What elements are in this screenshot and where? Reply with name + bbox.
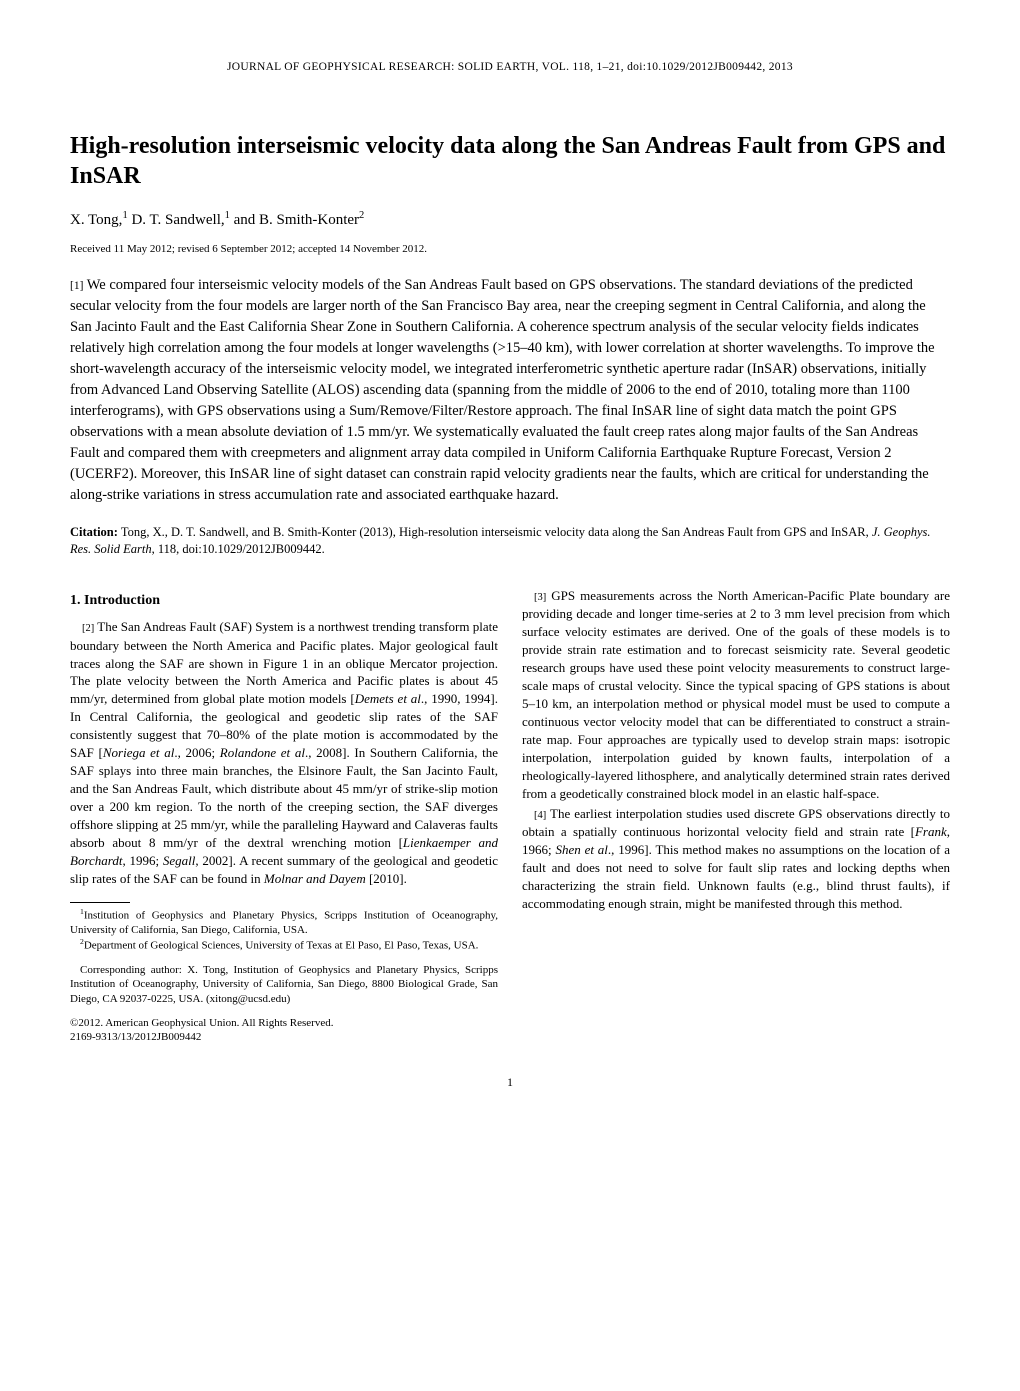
- p2-ref-2: Noriega et al: [103, 745, 174, 760]
- corresponding-author: Corresponding author: X. Tong, Instituti…: [70, 963, 498, 1006]
- p2-ref-6: Molnar and Dayem: [264, 871, 366, 886]
- p2-text-3: ., 2006;: [174, 745, 219, 760]
- citation-text: Tong, X., D. T. Sandwell, and B. Smith-K…: [118, 525, 872, 539]
- author-3: and B. Smith-Konter: [234, 212, 359, 228]
- page-number: 1: [70, 1074, 950, 1090]
- p4-text-1: The earliest interpolation studies used …: [522, 806, 950, 839]
- p4-ref-2: Shen et al: [555, 842, 607, 857]
- article-title: High-resolution interseismic velocity da…: [70, 131, 950, 191]
- p2-text-5: , 1996;: [122, 853, 162, 868]
- author-1: X. Tong,: [70, 212, 122, 228]
- paragraph-4: [4] The earliest interpolation studies u…: [522, 805, 950, 913]
- affiliation-sup-2: 1: [225, 210, 230, 221]
- journal-header: JOURNAL OF GEOPHYSICAL RESEARCH: SOLID E…: [70, 60, 950, 76]
- p3-text: GPS measurements across the North Americ…: [522, 588, 950, 801]
- footnote-1: 1Institution of Geophysics and Planetary…: [70, 907, 498, 937]
- received-dates: Received 11 May 2012; revised 6 Septembe…: [70, 242, 950, 257]
- author-2: D. T. Sandwell,: [131, 212, 224, 228]
- citation-suffix: , 118, doi:10.1029/2012JB009442.: [152, 542, 325, 556]
- p2-ref-1: Demets et al: [355, 691, 421, 706]
- copyright-line-2: 2169-9313/13/2012JB009442: [70, 1030, 498, 1044]
- abstract: [1] We compared four interseismic veloci…: [70, 275, 950, 506]
- citation-label: Citation:: [70, 525, 118, 539]
- paragraph-number-3: [3]: [534, 592, 546, 603]
- paragraph-number-2: [2]: [82, 623, 94, 634]
- footnote-rule: [70, 902, 130, 903]
- copyright-line-1: ©2012. American Geophysical Union. All R…: [70, 1016, 498, 1030]
- footnote-1-text: Institution of Geophysics and Planetary …: [70, 909, 498, 935]
- abstract-text: We compared four interseismic velocity m…: [70, 277, 935, 503]
- footnote-2: 2Department of Geological Sciences, Univ…: [70, 937, 498, 953]
- body-two-column: 1. Introduction [2] The San Andreas Faul…: [70, 587, 950, 1045]
- p4-ref-1: Frank: [915, 824, 947, 839]
- paragraph-number-4: [4]: [534, 810, 546, 821]
- authors-line: X. Tong,1 D. T. Sandwell,1 and B. Smith-…: [70, 209, 950, 230]
- abstract-paragraph-number: [1]: [70, 280, 83, 292]
- paragraph-3: [3] GPS measurements across the North Am…: [522, 587, 950, 803]
- section-1-heading: 1. Introduction: [70, 591, 498, 610]
- affiliation-sup-3: 2: [359, 210, 364, 221]
- p2-ref-5: Segall: [163, 853, 196, 868]
- paragraph-2: [2] The San Andreas Fault (SAF) System i…: [70, 618, 498, 888]
- citation-block: Citation: Tong, X., D. T. Sandwell, and …: [70, 524, 950, 559]
- p2-ref-3: Rolandone et al: [220, 745, 305, 760]
- p2-text-7: [2010].: [366, 871, 407, 886]
- footnote-2-text: Department of Geological Sciences, Unive…: [84, 940, 479, 952]
- footnote-block: 1Institution of Geophysics and Planetary…: [70, 902, 498, 1045]
- affiliation-sup-1: 1: [122, 210, 127, 221]
